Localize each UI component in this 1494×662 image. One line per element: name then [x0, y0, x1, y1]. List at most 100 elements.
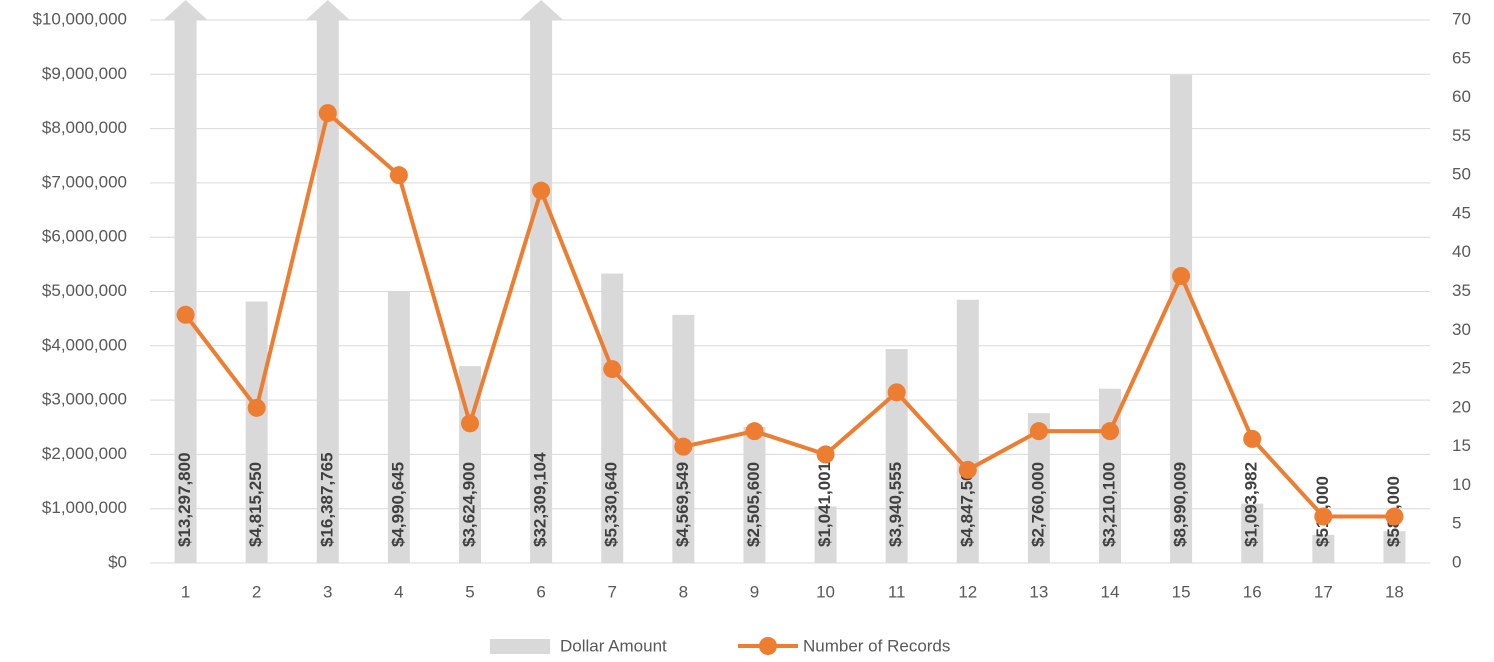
bar	[387, 292, 410, 563]
y-tick-label: $4,000,000	[42, 335, 127, 354]
line-marker	[674, 437, 693, 456]
line-marker	[318, 104, 337, 123]
overflow-arrow	[163, 0, 208, 20]
bar	[814, 506, 837, 563]
legend-label: Dollar Amount	[560, 636, 667, 655]
y2-tick-label: 5	[1452, 514, 1461, 533]
y-tick-label: $10,000,000	[32, 9, 127, 28]
y2-tick-label: 35	[1452, 281, 1471, 300]
bar	[1241, 503, 1264, 563]
data-label: $3,940,555	[886, 462, 905, 547]
x-tick-label: 12	[958, 582, 977, 601]
y-tick-label: $9,000,000	[42, 64, 127, 83]
x-tick-label: 2	[252, 582, 261, 601]
y-tick-label: $2,000,000	[42, 444, 127, 463]
x-tick-label: 11	[888, 582, 906, 601]
line-marker	[1172, 266, 1191, 285]
bar	[1383, 531, 1406, 563]
y2-tick-label: 60	[1452, 87, 1471, 106]
y-tick-label: $5,000,000	[42, 281, 127, 300]
bar	[956, 299, 979, 563]
y-tick-label: $7,000,000	[42, 172, 127, 191]
legend-swatch	[490, 639, 550, 654]
legend-label: Number of Records	[803, 636, 950, 655]
y2-tick-label: 50	[1452, 165, 1471, 184]
y2-tick-label: 20	[1452, 397, 1471, 416]
overflow-arrow	[519, 0, 564, 20]
line-marker	[1101, 422, 1119, 441]
bar	[885, 349, 908, 563]
y2-tick-label: 25	[1452, 359, 1471, 378]
x-tick-label: 16	[1243, 582, 1262, 601]
y-tick-label: $6,000,000	[42, 227, 127, 246]
y2-tick-label: 10	[1452, 475, 1471, 494]
grid: $0 $1,000,000 $2,000,000 $3,000,000 $4,000,0…	[32, 9, 1470, 571]
line-marker	[1385, 507, 1404, 526]
x-tick-label: 18	[1385, 582, 1404, 601]
bar	[743, 426, 766, 563]
data-label: $2,505,600	[744, 462, 763, 547]
x-tick-label: 3	[323, 582, 332, 601]
data-label: $1,041,001	[815, 462, 834, 547]
line-marker	[176, 305, 195, 324]
bar	[245, 301, 268, 563]
line-marker	[1243, 429, 1262, 448]
bar	[1170, 74, 1193, 563]
x-tick-label: 14	[1101, 582, 1120, 601]
x-tick-label: 6	[536, 582, 545, 601]
legend-swatch	[759, 637, 777, 655]
data-label: $3,210,100	[1099, 462, 1118, 547]
line-marker	[745, 422, 764, 441]
data-label: $16,387,765	[317, 452, 336, 547]
data-label: $3,624,900	[459, 462, 478, 547]
y2-tick-label: 45	[1452, 203, 1471, 222]
y2-tick-label: 70	[1452, 9, 1471, 28]
line-marker	[958, 460, 977, 479]
data-label: $4,990,645	[388, 462, 407, 547]
y2-tick-label: 40	[1452, 242, 1471, 261]
y2-tick-label: 0	[1452, 552, 1461, 571]
data-label: $4,847,500	[957, 462, 976, 547]
line	[183, 111, 1395, 519]
bar	[316, 20, 339, 563]
y2-tick-label: 30	[1452, 320, 1471, 339]
bars	[174, 20, 1406, 563]
x-tick-label: 4	[394, 582, 403, 601]
line-marker	[461, 414, 479, 433]
x-tick-label: 15	[1172, 582, 1191, 601]
bar	[1027, 413, 1050, 563]
x-tick-label: 17	[1314, 582, 1333, 601]
y2-tick-label: 65	[1452, 48, 1471, 67]
data-label: $2,760,000	[1028, 462, 1047, 547]
overflow-arrow	[305, 0, 350, 20]
line-marker	[816, 445, 835, 464]
data-label: $4,815,250	[246, 462, 265, 547]
bar	[601, 273, 624, 563]
y-tick-label: $3,000,000	[42, 390, 127, 409]
bar	[530, 20, 553, 563]
x-tick-label: 1	[181, 582, 190, 601]
data-label: $1,093,982	[1242, 462, 1261, 547]
data-label: $5,330,640	[602, 462, 621, 547]
bar	[1312, 534, 1335, 563]
line-marker	[389, 166, 408, 185]
x-tick-label: 9	[750, 582, 759, 601]
y-tick-label: $1,000,000	[42, 498, 127, 517]
x-tick-label: 10	[816, 582, 835, 601]
line-marker	[247, 398, 266, 417]
bar	[459, 366, 481, 563]
data-label: $4,569,549	[673, 462, 692, 547]
y2-tick-label: 55	[1452, 126, 1471, 145]
x-tick-label: 7	[607, 582, 616, 601]
data-label: $13,297,800	[175, 452, 194, 547]
line-marker	[1314, 507, 1333, 526]
data-label: $32,309,104	[531, 452, 550, 547]
line-marker	[532, 181, 551, 200]
y2-tick-label: 15	[1452, 436, 1471, 455]
bar	[174, 20, 197, 563]
data-label: $8,990,009	[1171, 462, 1190, 547]
y-tick-label: $8,000,000	[42, 118, 127, 137]
line-marker	[603, 360, 622, 379]
y-tick-label: $0	[108, 552, 127, 571]
